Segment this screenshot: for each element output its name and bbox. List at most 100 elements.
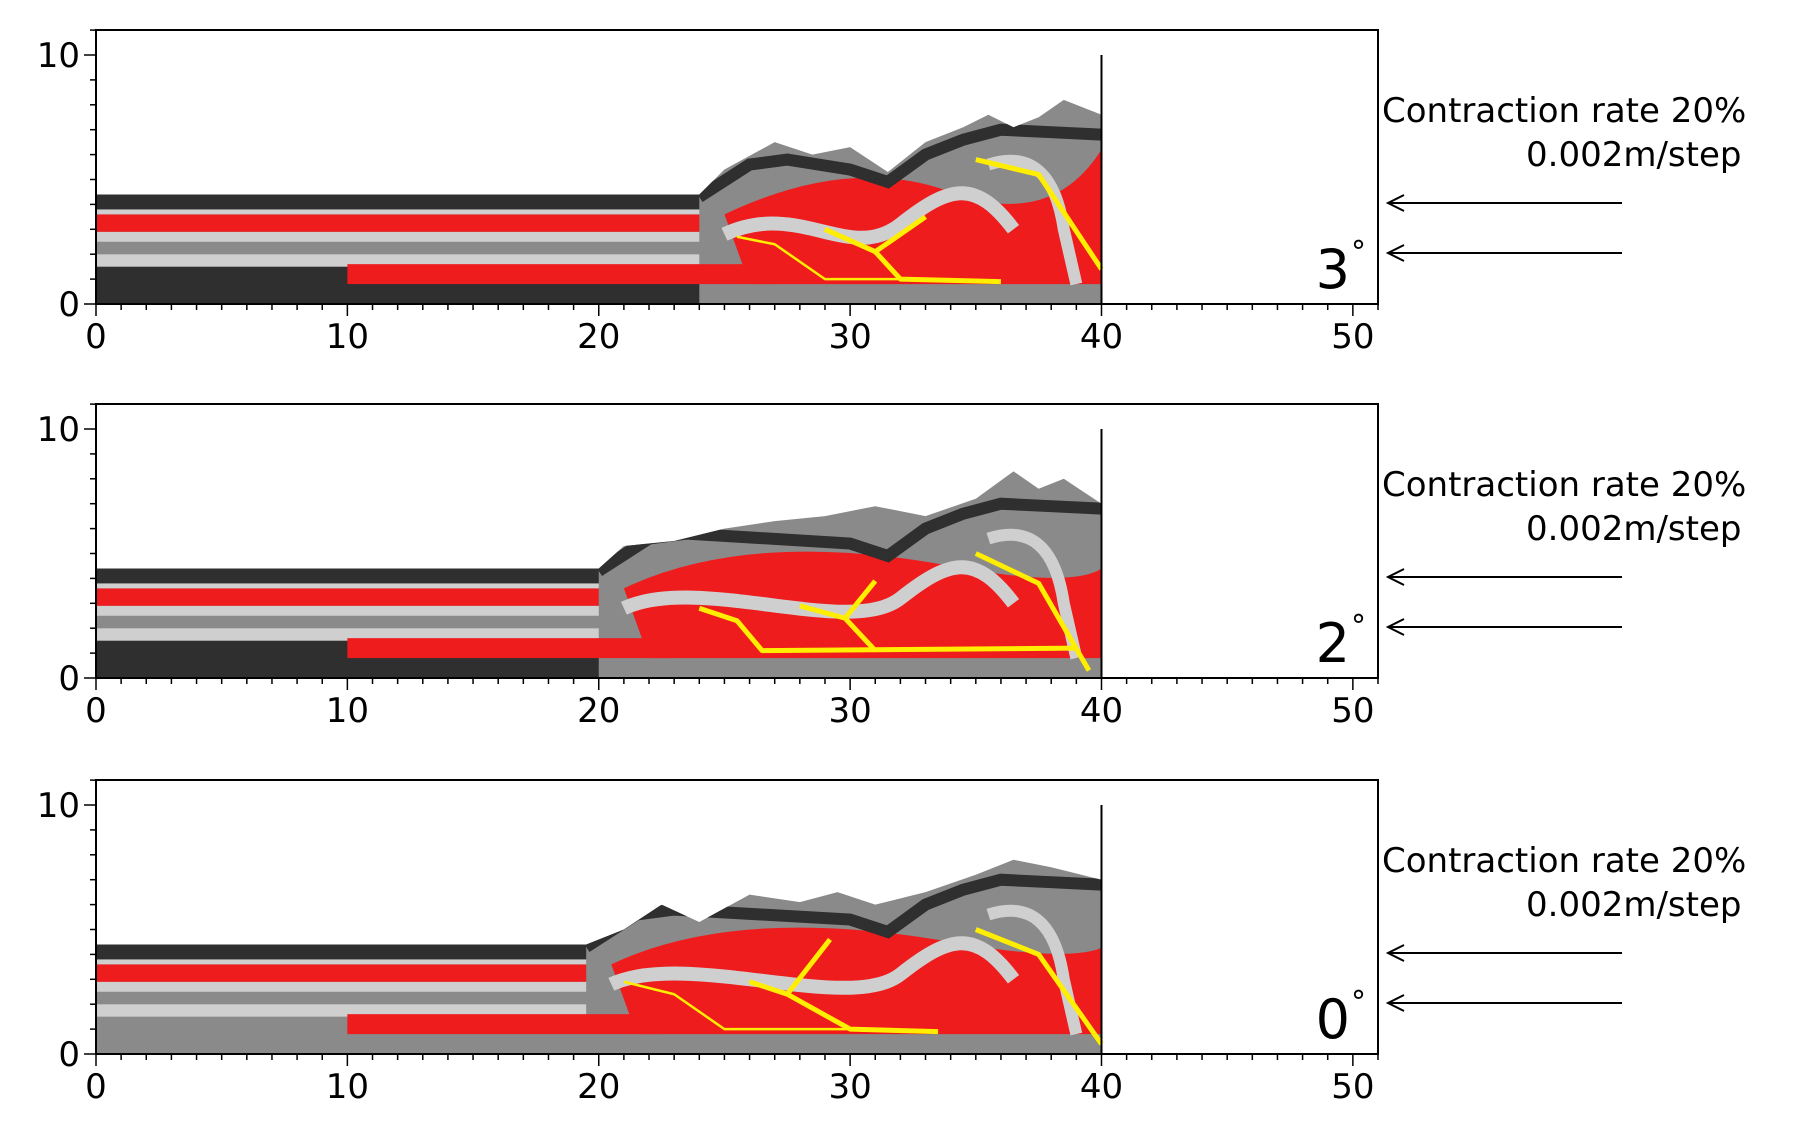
slope-angle-label: 2 — [1316, 612, 1350, 675]
x-tick-label: 40 — [1080, 691, 1123, 731]
plot-frame — [95, 403, 1379, 679]
x-tick-label: 0 — [85, 317, 107, 357]
contraction-rate-label: Contraction rate 20% — [1382, 465, 1746, 505]
backstop-light-band — [986, 154, 1083, 286]
deformation-zone — [582, 873, 1102, 1036]
x-tick-label: 20 — [577, 317, 620, 357]
fault-line-0 — [698, 605, 1077, 654]
arrow-head — [1385, 244, 1405, 262]
arrow-head — [1385, 944, 1405, 962]
x-tick-label: 40 — [1080, 1067, 1123, 1107]
x-tick-label: 20 — [577, 691, 620, 731]
x-tick-label: 50 — [1331, 1067, 1374, 1107]
fault-line-0 — [623, 980, 851, 1031]
push-arrow-1 — [1385, 618, 1622, 636]
push-arrow-0 — [1385, 568, 1622, 586]
x-tick-label: 50 — [1331, 691, 1374, 731]
backstop-light-band — [986, 904, 1083, 1036]
slope-angle-label: 3 — [1316, 238, 1350, 301]
fault-line-2 — [873, 214, 927, 254]
fault-line-1 — [823, 227, 1002, 285]
push-arrow-0 — [1385, 194, 1622, 212]
x-tick-label: 50 — [1331, 317, 1374, 357]
panel-2deg: 0 10 20 30 40 50 0 10 2 ° Contraction rate 20%0.00… — [37, 403, 1746, 731]
lower-mid-layer — [96, 241, 700, 255]
fault-line-2 — [785, 937, 832, 996]
fault-line-3 — [974, 551, 1092, 672]
lower-light-layer — [96, 254, 700, 267]
x-tick-label: 10 — [326, 317, 369, 357]
deformation-zone — [696, 123, 1102, 286]
x-tick-label: 0 — [85, 1067, 107, 1107]
folded-light-band — [620, 560, 1020, 619]
arrow-head — [1385, 618, 1405, 636]
upper-red-layer — [96, 214, 700, 232]
middle-light-layer — [96, 981, 587, 992]
degree-symbol: ° — [1351, 235, 1366, 270]
arrow-head — [1385, 994, 1405, 1012]
particle-layers — [96, 859, 1102, 1054]
detachment-red-layer — [347, 638, 675, 659]
x-tick-label: 20 — [577, 1067, 620, 1107]
lower-mid-layer — [96, 991, 587, 1005]
particle-layers — [96, 471, 1102, 678]
thin-light-layer — [96, 583, 599, 589]
top-dark-layer — [96, 194, 700, 210]
thin-light-layer — [96, 959, 587, 965]
arrow-head — [1385, 568, 1405, 586]
y-tick-label: 10 — [37, 410, 80, 450]
step-rate-label: 0.002m/step — [1526, 885, 1741, 925]
lower-light-layer — [96, 628, 599, 641]
y-tick-label: 0 — [58, 285, 80, 325]
push-arrow-1 — [1385, 244, 1622, 262]
contraction-rate-label: Contraction rate 20% — [1382, 841, 1746, 881]
middle-light-layer — [96, 605, 599, 616]
x-tick-label: 30 — [828, 317, 871, 357]
slope-angle-label: 0 — [1316, 988, 1350, 1051]
thin-light-layer — [96, 209, 700, 215]
arrow-head — [1385, 194, 1405, 212]
folded-dark-band — [582, 873, 1102, 952]
degree-symbol: ° — [1351, 609, 1366, 644]
folded-dark-band — [696, 123, 1102, 202]
y-tick-label: 10 — [37, 786, 80, 826]
upper-red-layer — [96, 964, 587, 982]
folded-light-band — [608, 936, 1020, 995]
y-tick-label: 0 — [58, 659, 80, 699]
fault-line-0 — [736, 235, 901, 281]
y-tick-label: 0 — [58, 1035, 80, 1075]
fault-line-1 — [748, 979, 939, 1035]
x-tick-label: 30 — [828, 691, 871, 731]
y-tick-label: 10 — [37, 36, 80, 76]
x-tick-label: 0 — [85, 691, 107, 731]
top-dark-layer — [96, 944, 587, 960]
upper-red-layer — [96, 588, 599, 606]
top-dark-layer — [96, 568, 599, 584]
lower-light-layer — [96, 1004, 587, 1017]
push-arrow-0 — [1385, 944, 1622, 962]
folded-light-band — [721, 186, 1020, 245]
degree-symbol: ° — [1351, 985, 1366, 1020]
step-rate-label: 0.002m/step — [1526, 509, 1741, 549]
x-tick-label: 10 — [326, 1067, 369, 1107]
backstop-light-band — [986, 528, 1083, 660]
fault-line-3 — [974, 927, 1104, 1046]
panel-3deg: 0 10 20 30 40 50 0 10 3 ° Contraction rate 20%0.00… — [37, 29, 1746, 357]
step-rate-label: 0.002m/step — [1526, 135, 1741, 175]
push-arrow-1 — [1385, 994, 1622, 1012]
fault-line-3 — [975, 157, 1104, 271]
detachment-red-layer — [347, 1014, 662, 1035]
middle-light-layer — [96, 231, 700, 242]
detachment-red-layer — [347, 264, 775, 285]
x-tick-label: 10 — [326, 691, 369, 731]
folded-red-body — [611, 899, 1102, 1035]
lower-mid-layer — [96, 615, 599, 629]
fault-line-2 — [843, 579, 878, 620]
x-tick-label: 30 — [828, 1067, 871, 1107]
x-tick-label: 40 — [1080, 317, 1123, 357]
plot-frame — [95, 779, 1379, 1055]
contraction-rate-label: Contraction rate 20% — [1382, 91, 1746, 131]
plot-frame — [95, 29, 1379, 305]
